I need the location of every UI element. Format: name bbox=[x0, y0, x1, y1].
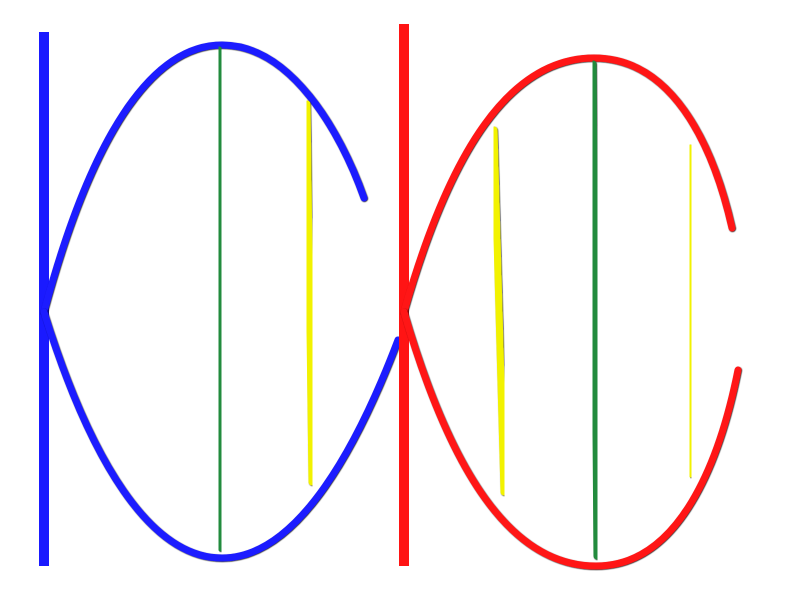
red-strand-upper bbox=[400, 54, 736, 316]
rung-green bbox=[589, 60, 601, 560]
rung-yellow bbox=[303, 100, 316, 486]
segment-blue bbox=[39, 32, 402, 566]
rung-green bbox=[215, 46, 225, 552]
rung-yellow bbox=[490, 126, 508, 496]
rung-yellow bbox=[686, 144, 695, 478]
blue-strand-lower bbox=[40, 308, 402, 562]
segment-red bbox=[399, 24, 742, 570]
blue-strand-upper bbox=[40, 41, 368, 316]
red-strand-lower bbox=[400, 308, 742, 570]
